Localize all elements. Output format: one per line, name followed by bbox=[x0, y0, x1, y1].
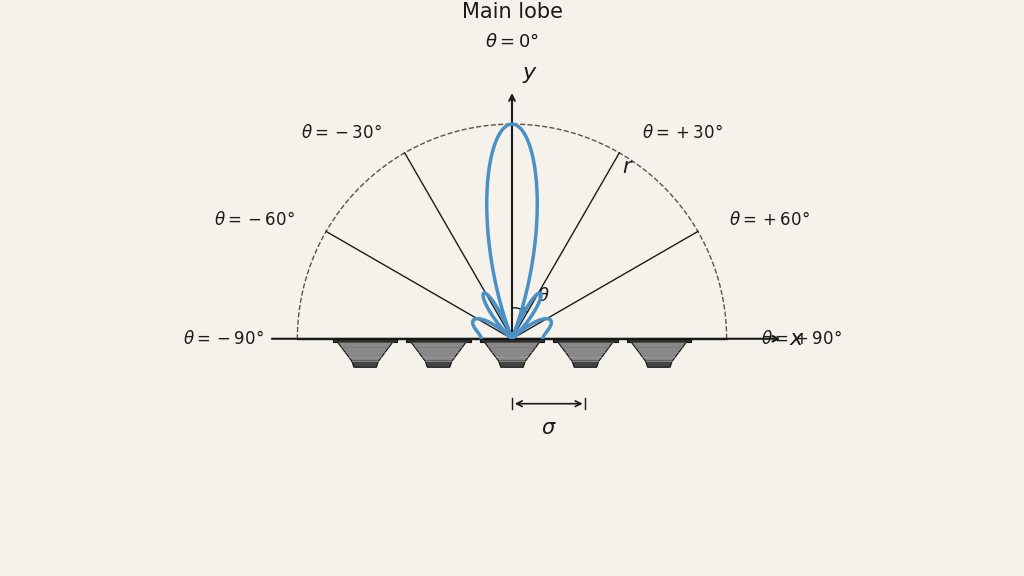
Text: $\theta$: $\theta$ bbox=[538, 287, 550, 305]
Text: $\theta = +60°$: $\theta = +60°$ bbox=[729, 211, 810, 229]
Polygon shape bbox=[338, 342, 392, 361]
Text: $r$: $r$ bbox=[623, 157, 634, 177]
Polygon shape bbox=[411, 342, 466, 361]
Polygon shape bbox=[558, 342, 613, 361]
Text: Main lobe: Main lobe bbox=[462, 2, 562, 22]
Polygon shape bbox=[627, 339, 691, 342]
Polygon shape bbox=[425, 361, 452, 367]
Text: $\sigma$: $\sigma$ bbox=[541, 418, 557, 438]
Text: $\theta = -90°$: $\theta = -90°$ bbox=[182, 329, 263, 348]
Polygon shape bbox=[333, 339, 397, 342]
Polygon shape bbox=[352, 361, 378, 367]
Polygon shape bbox=[479, 339, 545, 342]
Polygon shape bbox=[646, 361, 672, 367]
Text: $\theta = +90°$: $\theta = +90°$ bbox=[761, 329, 842, 348]
Text: $\theta = +30°$: $\theta = +30°$ bbox=[642, 124, 723, 142]
Text: $\theta = 0°$: $\theta = 0°$ bbox=[485, 33, 539, 51]
Text: $x$: $x$ bbox=[788, 329, 805, 348]
Polygon shape bbox=[632, 342, 686, 361]
Polygon shape bbox=[484, 342, 540, 361]
Text: $y$: $y$ bbox=[522, 65, 539, 85]
Text: $\theta = -60°$: $\theta = -60°$ bbox=[214, 211, 295, 229]
Polygon shape bbox=[499, 361, 525, 367]
Polygon shape bbox=[407, 339, 471, 342]
Polygon shape bbox=[572, 361, 599, 367]
Text: $\theta = -30°$: $\theta = -30°$ bbox=[301, 124, 382, 142]
Polygon shape bbox=[553, 339, 617, 342]
